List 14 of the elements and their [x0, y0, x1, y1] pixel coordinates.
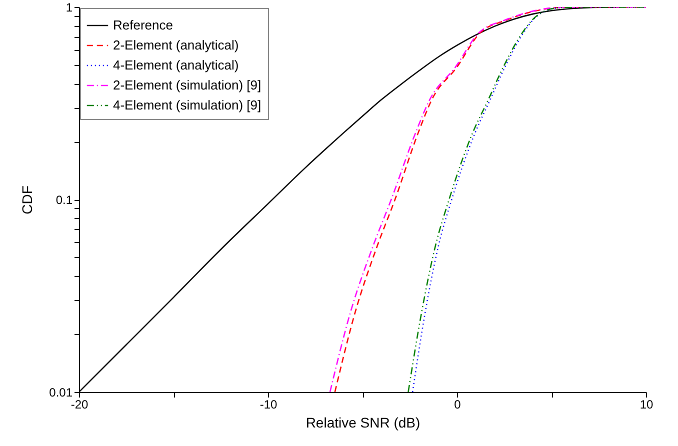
- x-tick-label: 10: [640, 398, 654, 412]
- x-tick-label: 0: [454, 398, 462, 412]
- y-tick-label: 0.01: [49, 386, 73, 400]
- y-tick-label: 1: [66, 0, 73, 14]
- y-axis-title: CDF: [19, 186, 36, 214]
- legend-label: Reference: [113, 18, 173, 32]
- x-tick-label: -10: [260, 398, 278, 412]
- x-axis-title: Relative SNR (dB): [306, 414, 420, 430]
- legend-label: 4-Element (analytical): [113, 58, 239, 72]
- x-tick-label: -20: [70, 398, 88, 412]
- legend-label: 2-Element (simulation) [9]: [113, 78, 262, 92]
- legend-label: 2-Element (analytical): [113, 38, 239, 52]
- y-tick-label: 0.1: [56, 193, 73, 207]
- legend-label: 4-Element (simulation) [9]: [113, 98, 262, 112]
